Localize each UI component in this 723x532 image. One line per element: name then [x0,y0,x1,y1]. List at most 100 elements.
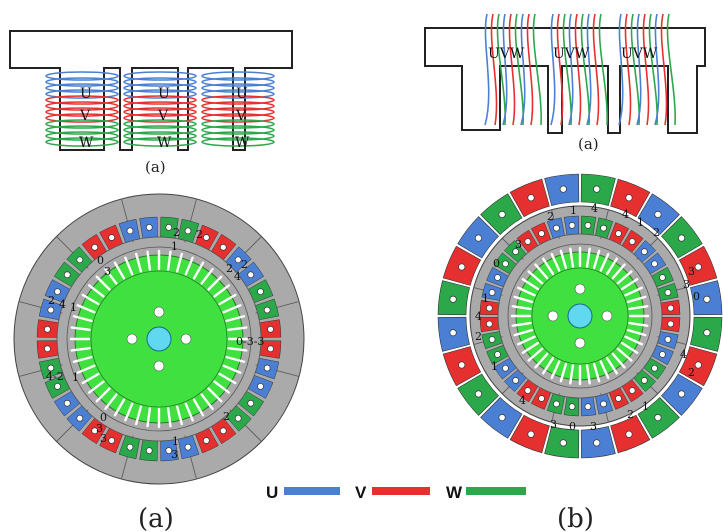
coil-turn [201,125,275,135]
rotor-slot [146,407,152,428]
conductor-dot [584,403,592,411]
rotor-slot [511,305,532,311]
conductor-dot [485,304,493,312]
coil-turn [45,125,119,135]
left-num-18: 2 [223,410,230,423]
coil-wire [624,13,632,126]
shaft [567,303,593,329]
top-right-coils [484,13,676,126]
conductor-dot [498,210,506,219]
legend-swatch-v [372,487,430,495]
conductor-dot [512,376,520,384]
coil-label-u-3: U [236,86,248,102]
conductor-dot [640,248,648,256]
phase-legend: U V W [266,483,526,502]
coil-turn [201,131,275,141]
legend-swatch-u [284,487,340,495]
rotor-slot [534,352,549,369]
conductor-dot [219,427,227,435]
right-num-10: 3 [683,278,690,291]
rotor-slot [70,326,91,332]
coil-turn [123,77,197,87]
coil-label-v-2: V [157,108,169,124]
left-motor-numbers: 2 1 2 2 2 4 0 3 2 4 1 0-3-3 4-2 1 0 3 3 … [46,226,264,461]
rotor-slot [113,261,126,280]
conductor-dot [625,430,633,438]
coil-wire [556,13,564,126]
rotor-hole [126,333,138,345]
conductor-dot [485,320,493,328]
rotor-slot [628,305,649,311]
rotor-hole [574,283,586,295]
conductor-dot [553,224,560,232]
coil-wire [598,13,608,126]
rotor-slot [76,364,96,374]
rotor-slot [511,321,532,327]
rotor-slot [104,393,118,411]
rotor-slot [192,398,205,417]
rotor-slot [87,380,105,394]
left-num-19: 1 [172,435,179,448]
tooth-label-2: UVW [553,46,590,62]
coil-turn [123,113,197,123]
conductor-dot [126,443,134,451]
rotor-slot [605,257,618,276]
right-num-7: 3 [515,238,522,251]
rotor-hole [601,310,613,322]
rotor-slot [72,315,93,323]
slot-inner-edge [497,233,663,399]
tooth-label-3: UVW [621,46,658,62]
coil-label-w-3: W [235,135,250,151]
right-num-5: 1 [637,216,644,229]
conductor-dot [145,224,153,231]
rotor-slot [534,263,549,280]
conductor-dot [458,263,466,271]
left-num-16: 3 [96,422,103,435]
conductor-dot [257,288,264,296]
conductor-dot [677,234,686,242]
conductor-dot [568,403,576,411]
rotor-slot [166,407,172,428]
conductor-dot [664,336,672,343]
rotor-slot [81,372,100,385]
rotor-slot [95,275,111,291]
coil-wire [502,13,508,126]
rotor-slot [200,393,214,411]
conductor-dot [494,351,501,358]
conductor-dot [651,260,658,268]
coil-wire [642,13,650,126]
rotor-slot [166,250,172,271]
rotor-slot [135,252,143,273]
conductor-dot [126,227,134,235]
conductor-dot [694,361,702,369]
coil-label-w-2: W [157,135,172,151]
left-num-6: 4 [234,270,241,283]
rotor-slot [521,341,540,354]
top-left-coils [45,71,275,147]
conductor-dot [651,364,658,372]
coil-turn [123,137,197,147]
coil-wire [636,13,642,126]
right-num-15: 1 [491,360,498,373]
left-num-11: 1 [70,301,77,314]
rotor-slot [222,364,242,374]
conductor-dot [108,234,116,241]
rotor-hole [180,333,192,345]
left-num-15: 0 [100,411,107,424]
rotor-slot [227,346,248,352]
conductor-dot [474,234,483,242]
rotor-slot [200,267,214,285]
right-num-19: 2 [627,408,634,421]
rotor-hole [153,306,165,318]
right-num-4: 4 [622,208,629,221]
rotor-slot [124,256,134,276]
coil-turn [45,101,119,111]
left-num-14: 1 [72,371,79,384]
conductor-dot [165,447,173,454]
conductor-dot [527,430,535,438]
coil-turn [201,119,275,129]
rotor-slot [72,355,93,363]
coil-label-v-3: V [235,108,247,124]
rotor-slot [550,252,561,272]
conductor-dot [584,221,592,229]
